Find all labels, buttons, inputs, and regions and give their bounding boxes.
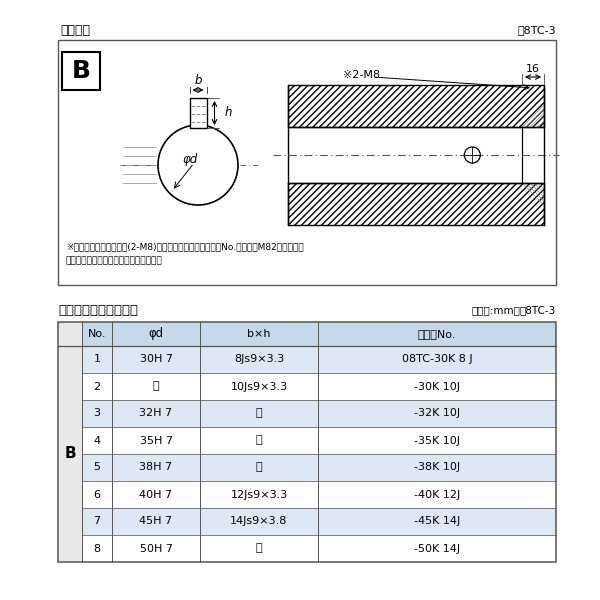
Text: 35H 7: 35H 7 xyxy=(139,436,173,445)
Text: 6: 6 xyxy=(94,490,101,499)
Text: -50K 14J: -50K 14J xyxy=(414,544,460,553)
Text: -40K 12J: -40K 12J xyxy=(414,490,460,499)
Text: 2: 2 xyxy=(94,382,101,391)
Bar xyxy=(58,322,82,562)
Text: 〝: 〝 xyxy=(256,436,262,445)
Text: 12Js9×3.3: 12Js9×3.3 xyxy=(230,490,287,499)
Text: 45H 7: 45H 7 xyxy=(139,517,173,527)
Text: 8Js9×3.3: 8Js9×3.3 xyxy=(234,355,284,364)
Bar xyxy=(82,454,556,481)
Text: 1: 1 xyxy=(94,355,101,364)
Bar xyxy=(288,183,544,225)
Bar xyxy=(58,322,556,562)
Bar xyxy=(82,427,556,454)
Text: -45K 14J: -45K 14J xyxy=(414,517,460,527)
Text: 7: 7 xyxy=(94,517,101,527)
Text: 08TC-30K 8 J: 08TC-30K 8 J xyxy=(401,355,472,364)
Text: 5: 5 xyxy=(94,463,101,473)
Text: 〝: 〝 xyxy=(256,544,262,553)
Text: コードNo.: コードNo. xyxy=(418,329,456,339)
Text: ※2-M8: ※2-M8 xyxy=(343,70,380,80)
Text: φd: φd xyxy=(182,152,197,166)
Bar xyxy=(82,346,556,373)
Text: h: h xyxy=(224,107,232,119)
Bar xyxy=(82,508,556,535)
Text: 軸穴形状: 軸穴形状 xyxy=(60,23,90,37)
Text: -32K 10J: -32K 10J xyxy=(414,409,460,419)
Text: b×h: b×h xyxy=(247,329,271,339)
Bar xyxy=(62,52,100,90)
Bar xyxy=(288,85,544,127)
Text: B: B xyxy=(64,446,76,461)
Text: 50H 7: 50H 7 xyxy=(139,544,173,553)
Bar xyxy=(58,40,556,285)
Text: 30H 7: 30H 7 xyxy=(139,355,173,364)
Text: ※セットボルト用タップ(2-M8)が必要な場合は右記コードNo.の末尾にM82を付ける。: ※セットボルト用タップ(2-M8)が必要な場合は右記コードNo.の末尾にM82を… xyxy=(66,242,304,251)
Bar xyxy=(190,98,206,128)
Text: 4: 4 xyxy=(94,436,101,445)
Text: 〝: 〝 xyxy=(152,382,160,391)
Bar xyxy=(82,535,556,562)
Text: 10Js9×3.3: 10Js9×3.3 xyxy=(230,382,287,391)
Bar xyxy=(82,322,556,346)
Text: 〝: 〝 xyxy=(256,409,262,419)
Text: 8: 8 xyxy=(94,544,101,553)
Text: 軸穴形状コード一覧表: 軸穴形状コード一覧表 xyxy=(58,304,138,317)
Text: 32H 7: 32H 7 xyxy=(139,409,173,419)
Bar xyxy=(82,373,556,400)
Text: -35K 10J: -35K 10J xyxy=(414,436,460,445)
Text: （単位:mm）: （単位:mm） xyxy=(471,305,520,315)
Text: b: b xyxy=(194,73,202,86)
Text: 袆8TC-3: 袆8TC-3 xyxy=(520,305,556,315)
Text: No.: No. xyxy=(88,329,106,339)
Text: （セットボルトは付属されています。）: （セットボルトは付属されています。） xyxy=(66,257,163,265)
Text: φd: φd xyxy=(148,328,164,340)
Bar xyxy=(82,481,556,508)
Text: 38H 7: 38H 7 xyxy=(139,463,173,473)
Text: B: B xyxy=(71,59,91,83)
Text: 40H 7: 40H 7 xyxy=(139,490,173,499)
Text: -38K 10J: -38K 10J xyxy=(414,463,460,473)
Text: 14Js9×3.8: 14Js9×3.8 xyxy=(230,517,287,527)
Text: 囸8TC-3: 囸8TC-3 xyxy=(517,25,556,35)
Bar xyxy=(82,400,556,427)
Text: -30K 10J: -30K 10J xyxy=(414,382,460,391)
Text: 16: 16 xyxy=(526,64,540,74)
Text: 〝: 〝 xyxy=(256,463,262,473)
Text: 3: 3 xyxy=(94,409,101,419)
